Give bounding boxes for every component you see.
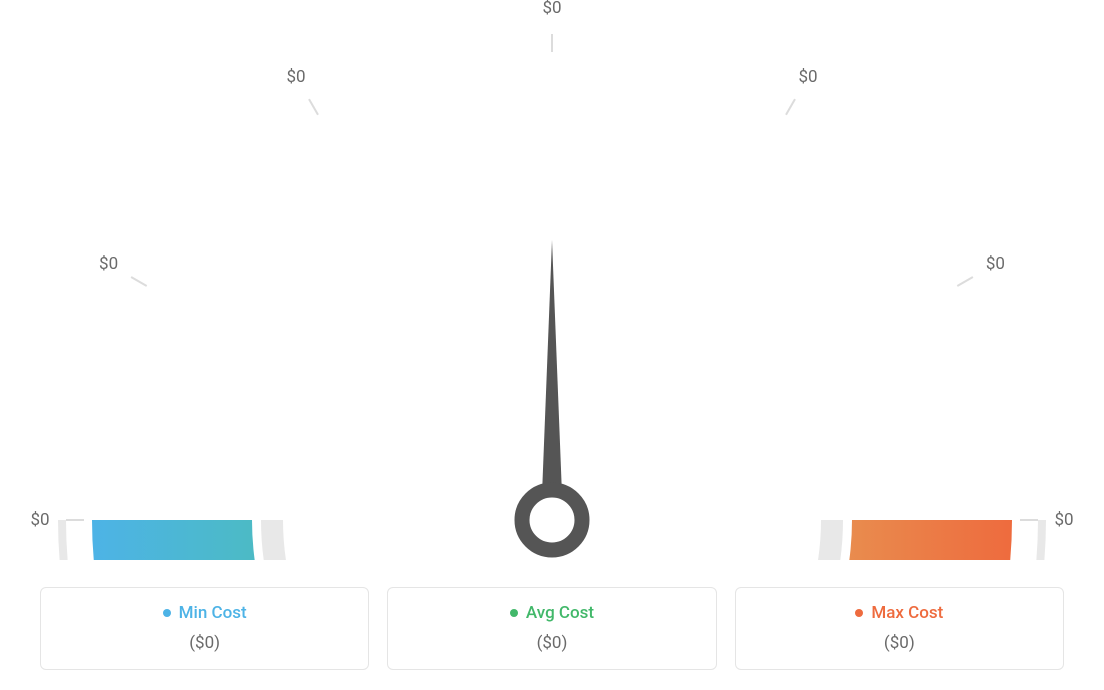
legend-label-avg: Avg Cost — [526, 603, 594, 623]
legend-dot-avg — [510, 609, 518, 617]
legend-value-max: ($0) — [746, 633, 1053, 653]
legend-card-min: Min Cost ($0) — [40, 587, 369, 670]
legend-label-min: Min Cost — [179, 603, 247, 623]
gauge-tick-label: $0 — [986, 254, 1005, 274]
legend-card-max: Max Cost ($0) — [735, 587, 1064, 670]
gauge-cost-widget: $0 $0 $0 $0 $0 $0 $0 Min Cost ($0) Avg Cost ($… — [0, 0, 1104, 690]
legend-dot-min — [163, 609, 171, 617]
gauge-tick-label: $0 — [30, 510, 49, 530]
legend-dot-max — [855, 609, 863, 617]
gauge-chart — [0, 0, 1104, 560]
gauge-tick-label: $0 — [798, 67, 817, 87]
gauge-tick-label: $0 — [99, 254, 118, 274]
legend-label-max: Max Cost — [871, 603, 943, 623]
legend-card-avg: Avg Cost ($0) — [387, 587, 716, 670]
legend-value-avg: ($0) — [398, 633, 705, 653]
legend-row: Min Cost ($0) Avg Cost ($0) Max Cost ($0… — [40, 587, 1064, 670]
legend-value-min: ($0) — [51, 633, 358, 653]
gauge-tick-label: $0 — [286, 67, 305, 87]
gauge-tick-label: $0 — [1054, 510, 1073, 530]
gauge-tick-label: $0 — [542, 0, 561, 18]
